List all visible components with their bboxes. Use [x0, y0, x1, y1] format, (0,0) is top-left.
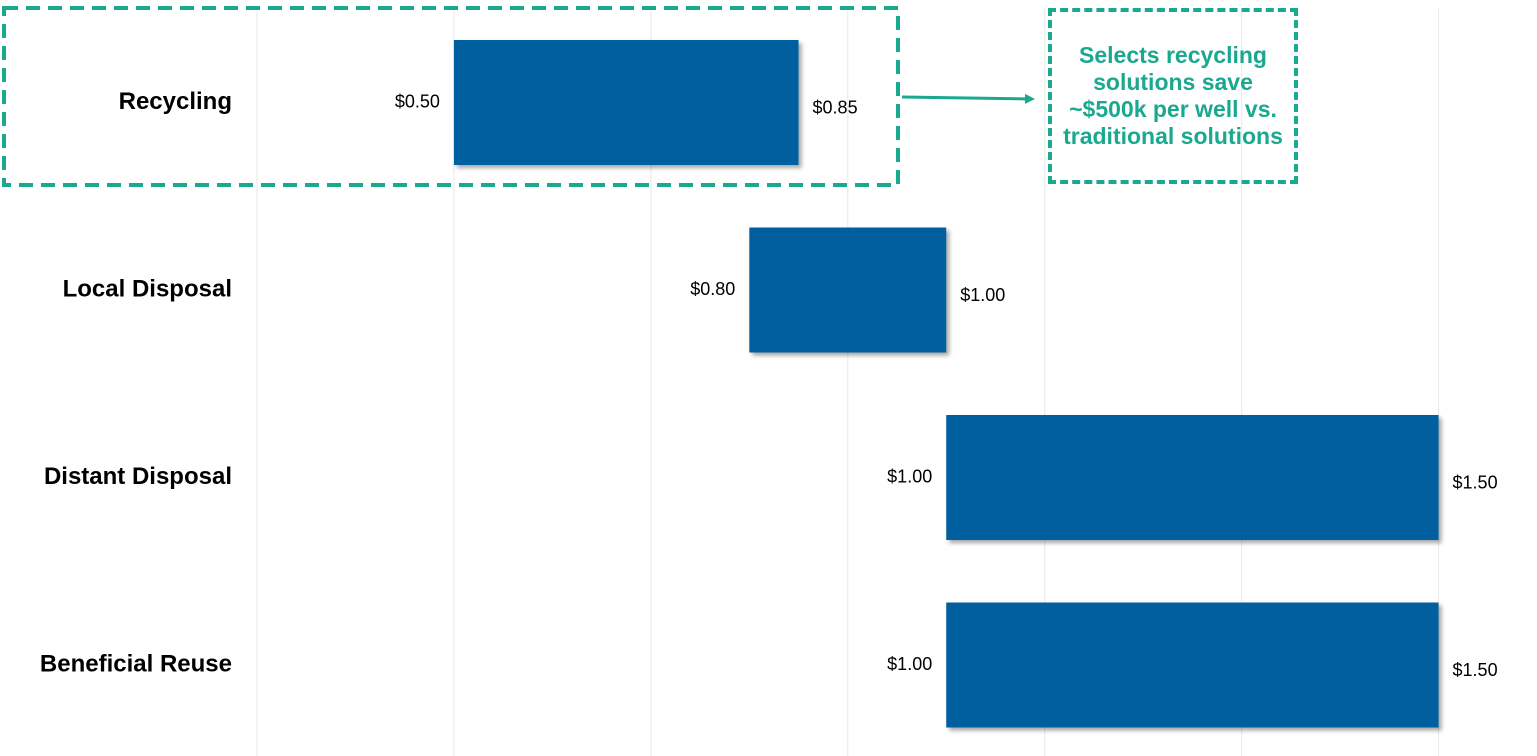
labels: Recycling $0.50 $0.85 Local Disposal $0.80 $1… [40, 88, 1498, 680]
bar-distant-disposal [946, 415, 1439, 540]
bar-local-disposal [749, 227, 947, 353]
category-label: Local Disposal [63, 275, 232, 302]
category-label: Recycling [119, 88, 232, 115]
low-value-label: $1.00 [887, 466, 932, 486]
low-value-label: $0.80 [690, 279, 735, 299]
callout-box: Selects recycling solutions save ~$500k … [1048, 8, 1298, 184]
low-value-label: $0.50 [395, 91, 440, 111]
high-value-label: $1.50 [1453, 660, 1498, 680]
high-value-label: $0.85 [813, 97, 858, 117]
high-value-label: $1.50 [1453, 472, 1498, 492]
callout-arrow [901, 93, 1035, 104]
bars [453, 40, 1439, 728]
bar-recycling [453, 40, 799, 165]
bar-beneficial-reuse [946, 602, 1439, 728]
high-value-label: $1.00 [960, 285, 1005, 305]
callout-text: Selects recycling solutions save ~$500k … [1063, 42, 1283, 149]
low-value-label: $1.00 [887, 654, 932, 674]
category-label: Distant Disposal [44, 463, 232, 490]
category-label: Beneficial Reuse [40, 650, 232, 677]
highlight-box [2, 6, 900, 187]
